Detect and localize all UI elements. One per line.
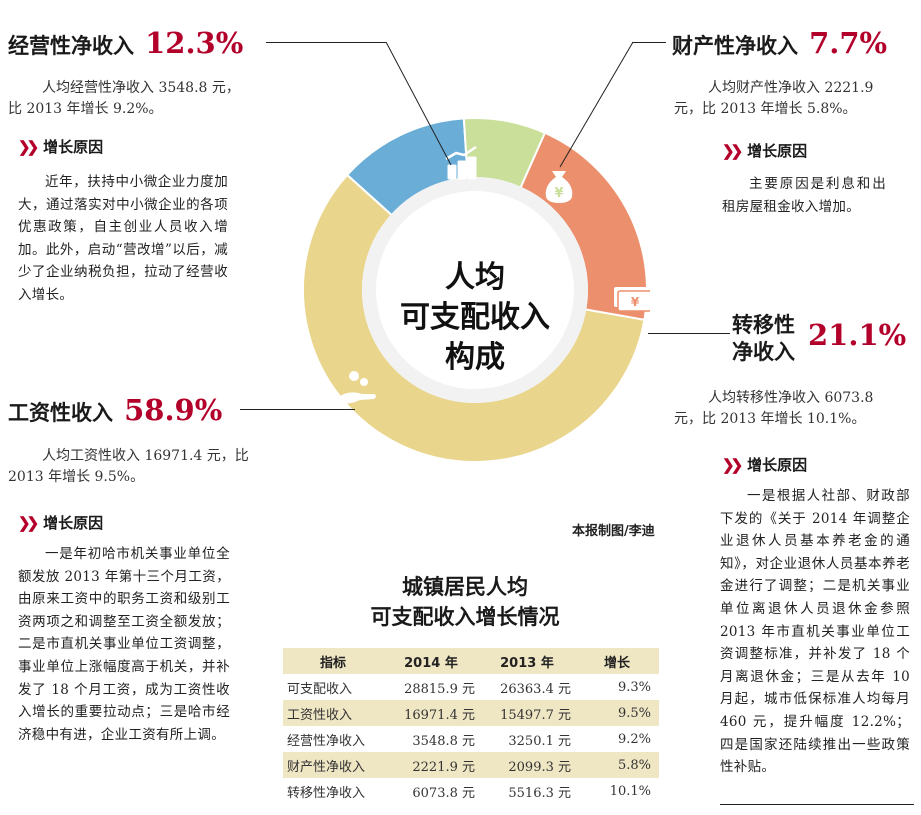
table-cell: 5516.3 元 xyxy=(508,785,571,801)
transfer-reason-title: 增长原因 xyxy=(747,456,808,474)
transfer-reason-heading: ❯❯ 增长原因 xyxy=(722,454,807,475)
property-reason-heading: ❯❯ 增长原因 xyxy=(722,140,807,161)
business-stat: 人均经营性净收入 3548.8 元， 比 2013 年增长 9.2%。 xyxy=(8,78,240,120)
center-line-3: 构成 xyxy=(445,340,505,375)
table-cell: 9.2% xyxy=(617,731,651,747)
leader-property-h xyxy=(632,42,666,43)
table-cell: 3250.1 元 xyxy=(508,733,571,749)
transfer-rule xyxy=(720,804,914,805)
table-cell: 转移性净收入 xyxy=(287,785,366,801)
chevrons-icon: ❯❯ xyxy=(722,456,743,474)
leader-business-diag xyxy=(385,41,452,166)
table-cell: 9.5% xyxy=(617,705,651,721)
table-cell: 6073.8 元 xyxy=(412,785,475,801)
transfer-label: 转移性 净收入 xyxy=(732,312,795,366)
leader-transfer xyxy=(648,333,730,334)
chevrons-icon: ❯❯ xyxy=(18,514,39,532)
table-title-2: 可支配收入增长情况 xyxy=(370,605,560,629)
table-row: 工资性收入 16971.4 元 15497.7 元 9.5% xyxy=(283,700,659,726)
wage-pct: 58.9% xyxy=(124,393,223,427)
table-header: 增长 xyxy=(603,655,630,671)
wage-stat: 人均工资性收入 16971.4 元，比 2013 年增长 9.5%。 xyxy=(8,446,249,488)
table-cell: 15497.7 元 xyxy=(500,707,571,723)
svg-text:¥: ¥ xyxy=(554,186,563,201)
business-stat-1: 人均经营性净收入 3548.8 元， xyxy=(42,80,240,96)
growth-table: 指标 2014 年 2013 年 增长 可支配收入 28815.9 元 2636… xyxy=(283,648,659,804)
table-cell: 可支配收入 xyxy=(287,681,353,697)
table-cell: 经营性净收入 xyxy=(287,733,366,749)
table-row: 转移性净收入 6073.8 元 5516.3 元 10.1% xyxy=(283,778,659,804)
center-line-2: 可支配收入 xyxy=(400,300,550,335)
table-cell: 10.1% xyxy=(609,783,651,799)
table-header-row: 指标 2014 年 2013 年 增长 xyxy=(283,648,659,674)
property-reason-title: 增长原因 xyxy=(747,142,808,160)
table-header: 指标 xyxy=(319,655,346,671)
credit: 本报制图/李迪 xyxy=(572,524,655,539)
property-stat: 人均财产性净收入 2221.9 元，比 2013 年增长 5.8%。 xyxy=(674,78,873,120)
wage-reason-text: 一是年初哈市机关事业单位全额发放 2013 年第十三个月工资，由原来工资中的职务… xyxy=(18,546,230,743)
property-label: 财产性净收入 xyxy=(672,34,798,58)
table-row: 经营性净收入 3548.8 元 3250.1 元 9.2% xyxy=(283,726,659,752)
transfer-stat-1: 人均转移性净收入 6073.8 xyxy=(708,390,874,406)
business-reason-heading: ❯❯ 增长原因 xyxy=(18,136,103,157)
table-cell: 16971.4 元 xyxy=(404,707,475,723)
wage-label: 工资性收入 xyxy=(8,401,113,425)
leader-business-h xyxy=(266,42,386,43)
coins-stack-icon xyxy=(445,145,477,180)
wage-stat-2: 2013 年增长 9.5%。 xyxy=(8,469,145,485)
banknotes-icon: ¥ xyxy=(614,287,650,312)
inner-disc xyxy=(376,191,574,389)
table-cell: 26363.4 元 xyxy=(500,681,571,697)
table-row: 财产性净收入 2221.9 元 2099.3 元 5.8% xyxy=(283,752,659,778)
wage-heading: 工资性收入 58.9% xyxy=(8,393,222,427)
business-label: 经营性净收入 xyxy=(8,34,134,58)
business-reason-title: 增长原因 xyxy=(43,138,104,156)
wage-reason-title: 增长原因 xyxy=(43,514,104,532)
leader-wage xyxy=(240,409,355,410)
money-bag-icon: ¥ xyxy=(545,171,573,203)
hand-coins-icon xyxy=(340,371,376,404)
business-stat-2: 比 2013 年增长 9.2%。 xyxy=(8,101,163,117)
property-heading: 财产性净收入 7.7% xyxy=(672,26,887,60)
property-pct: 7.7% xyxy=(809,26,888,60)
transfer-stat: 人均转移性净收入 6073.8 元，比 2013 年增长 10.1%。 xyxy=(674,388,873,430)
transfer-pct: 21.1% xyxy=(808,318,907,352)
business-reason-text: 近年，扶持中小微企业力度加大，通过落实对中小微企业的各项优惠政策，自主创业人员收… xyxy=(18,174,228,303)
table-cell: 2221.9 元 xyxy=(412,759,475,775)
table-cell: 2099.3 元 xyxy=(508,759,571,775)
transfer-label-1: 转移性 xyxy=(732,313,795,337)
table-cell: 3548.8 元 xyxy=(412,733,475,749)
table-cell: 工资性收入 xyxy=(287,707,353,723)
donut-chart: ¥ ¥ xyxy=(302,117,650,463)
table-header: 2014 年 xyxy=(404,655,458,671)
donut-center-title: 人均 可支配收入 构成 xyxy=(380,258,570,378)
transfer-stat-2: 元，比 2013 年增长 10.1%。 xyxy=(674,411,866,427)
table-cell: 财产性净收入 xyxy=(287,759,366,775)
property-reason-text: 主要原因是利息和出租房屋租金收入增加。 xyxy=(722,176,886,215)
wage-reason-heading: ❯❯ 增长原因 xyxy=(18,512,103,533)
transfer-label-2: 净收入 xyxy=(732,340,795,364)
business-pct: 12.3% xyxy=(145,26,244,60)
wage-stat-1: 人均工资性收入 16971.4 元，比 xyxy=(42,448,249,464)
table-cell: 5.8% xyxy=(617,757,651,773)
leader-property-diag xyxy=(559,41,634,168)
transfer-reason-text: 一是根据人社部、财政部下发的《关于 2014 年调整企业退休人员基本养老金的通知… xyxy=(720,488,910,776)
chevrons-icon: ❯❯ xyxy=(722,142,743,160)
chevrons-icon: ❯❯ xyxy=(18,138,39,156)
table-cell: 28815.9 元 xyxy=(404,681,475,697)
property-stat-1: 人均财产性净收入 2221.9 xyxy=(708,80,874,96)
property-stat-2: 元，比 2013 年增长 5.8%。 xyxy=(674,101,857,117)
table-cell: 9.3% xyxy=(617,679,651,695)
business-heading: 经营性净收入 12.3% xyxy=(8,26,243,60)
center-line-1: 人均 xyxy=(445,260,505,295)
table-title-1: 城镇居民人均 xyxy=(402,575,528,599)
table-row: 可支配收入 28815.9 元 26363.4 元 9.3% xyxy=(283,674,659,700)
table-title: 城镇居民人均 可支配收入增长情况 xyxy=(300,572,630,632)
donut-slices xyxy=(302,117,648,463)
table-header: 2013 年 xyxy=(500,655,554,671)
svg-text:¥: ¥ xyxy=(631,295,640,309)
